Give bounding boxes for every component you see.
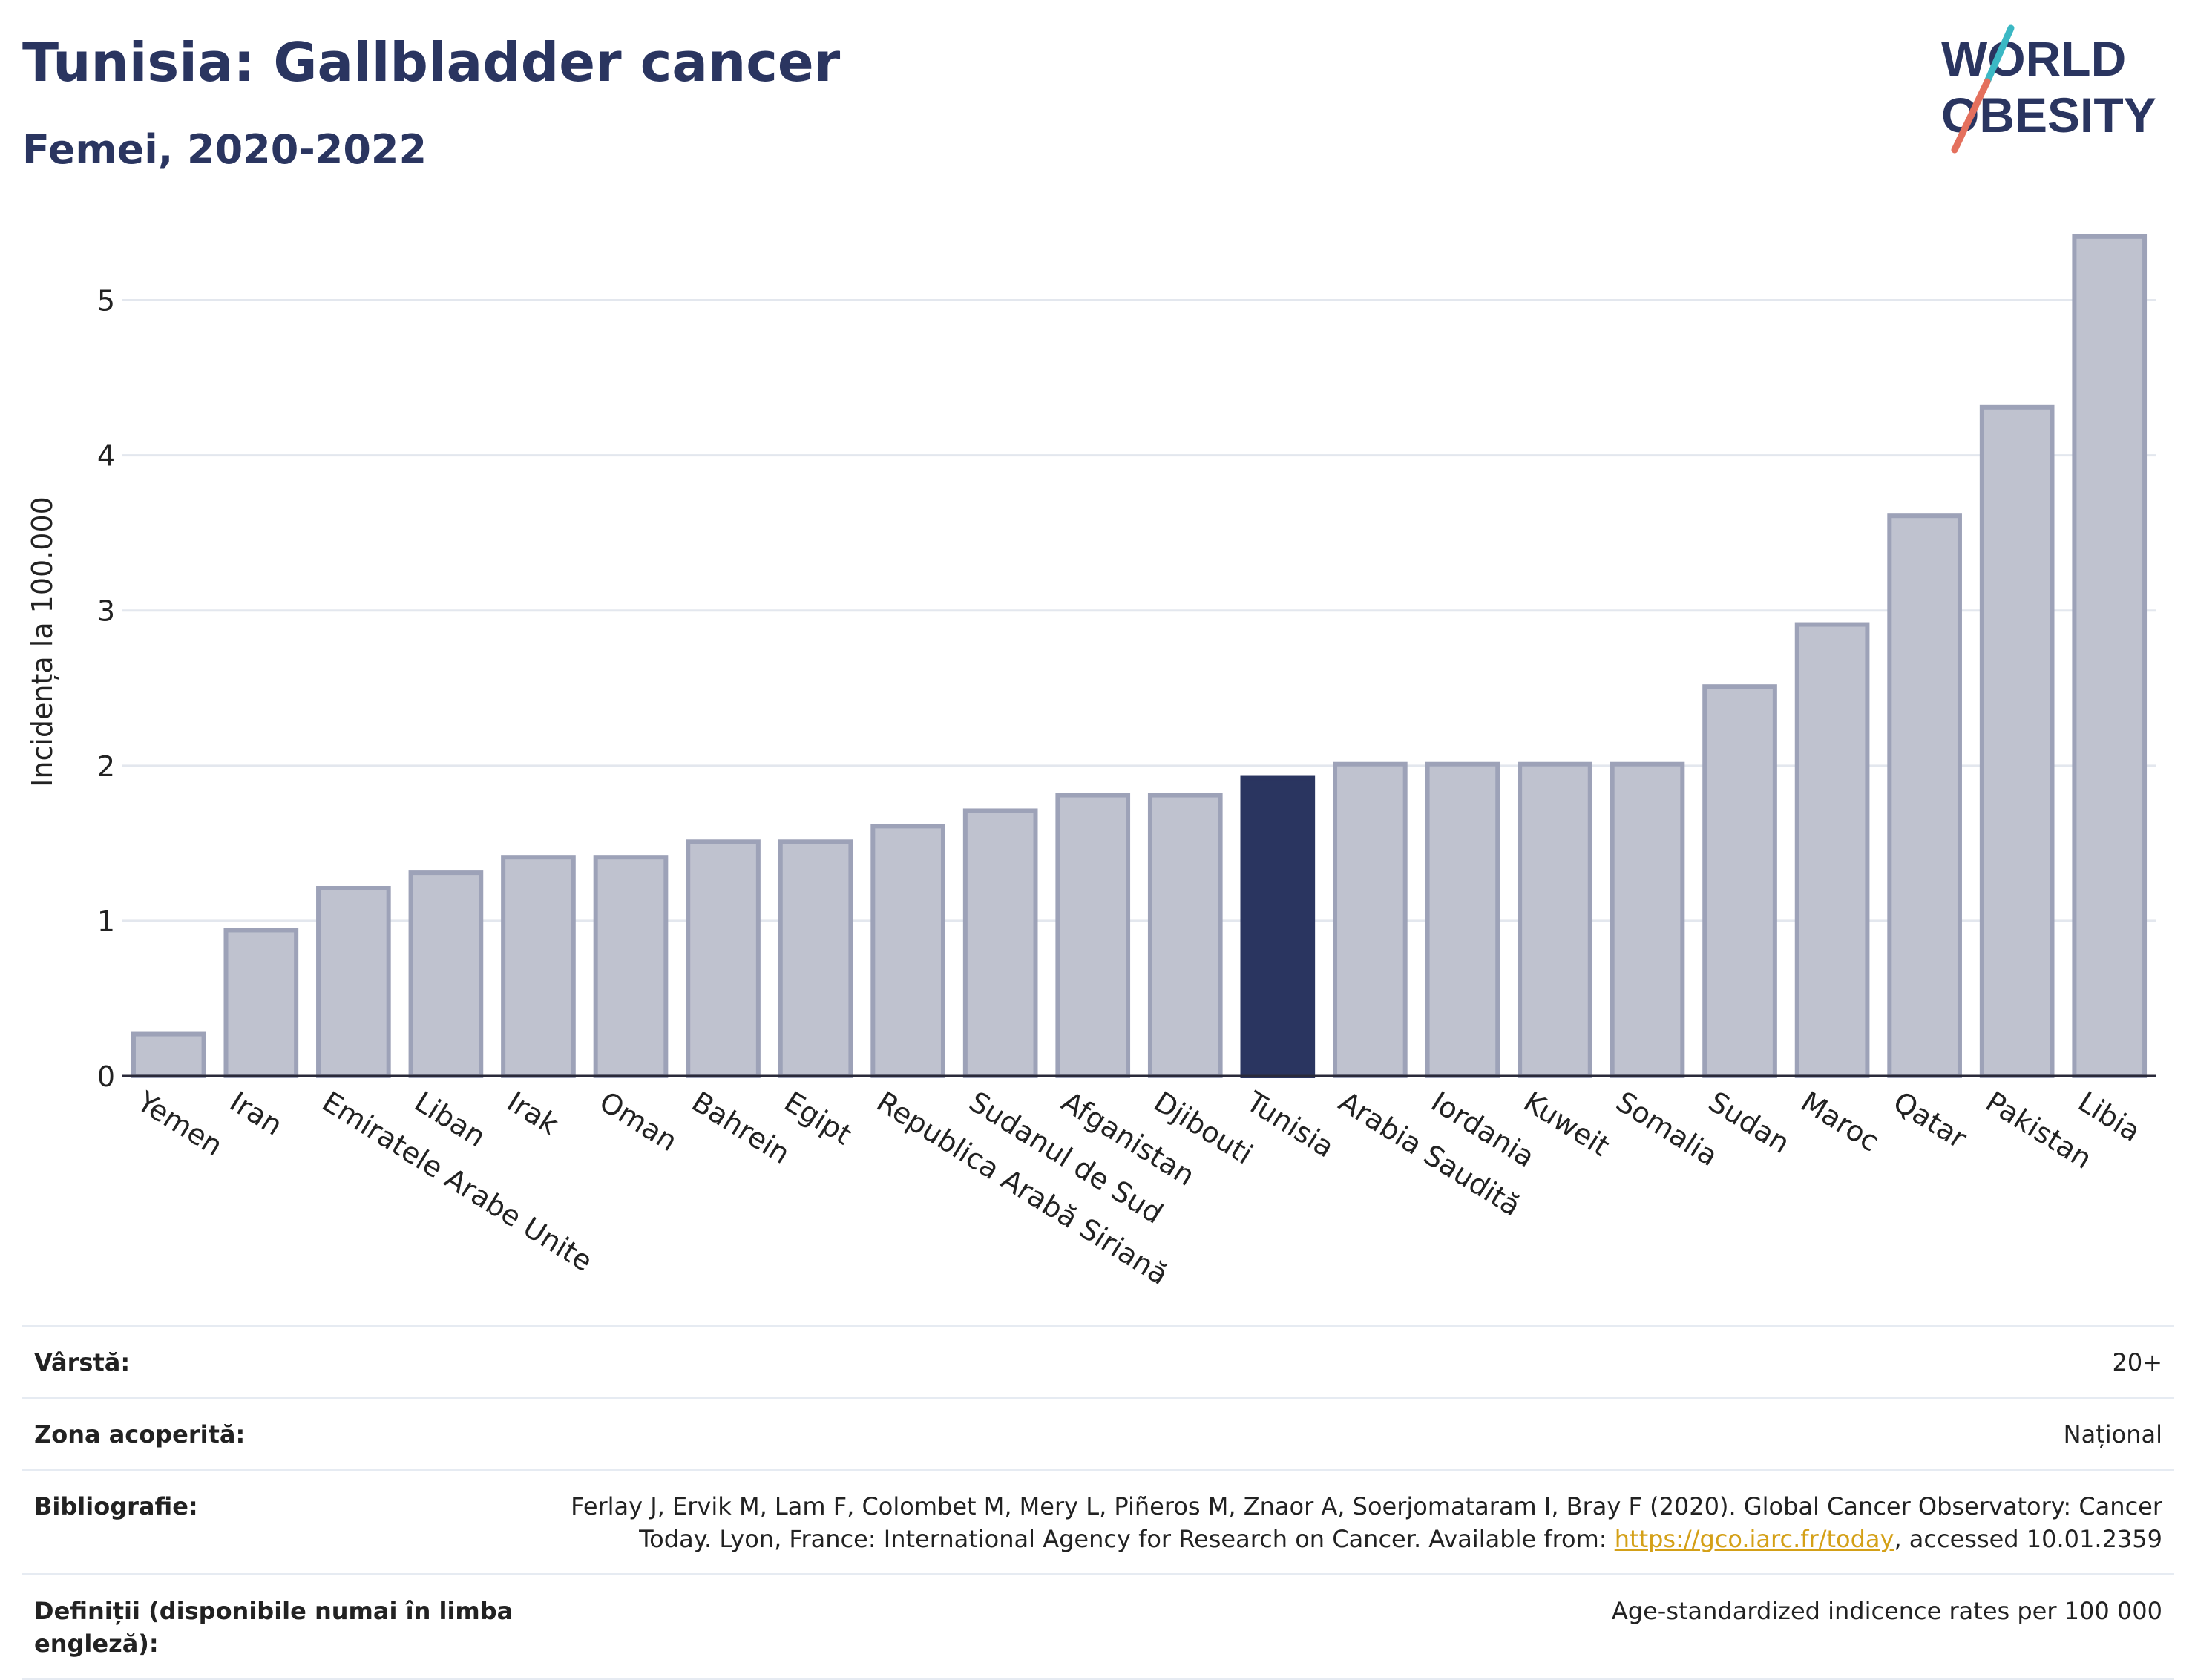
bar-qatar: [1887, 513, 1962, 1078]
bar-iordania: [1425, 761, 1500, 1079]
bar-tunisia: [1240, 775, 1316, 1079]
bar-oman: [593, 855, 669, 1078]
bar-djibouti: [1147, 793, 1223, 1079]
world-obesity-logo: WORLD OBESITY: [1941, 24, 2156, 154]
y-tick-label: 1: [97, 905, 115, 938]
y-tick-label: 5: [97, 285, 115, 318]
page-subtitle: Femei, 2020-2022: [22, 126, 427, 173]
x-tick-label: Maroc: [1795, 1085, 1885, 1158]
bar-iran: [223, 928, 299, 1078]
bar-layer: [131, 234, 2148, 1079]
bibliography-accessed: , accessed 10.01.2359: [1894, 1525, 2162, 1553]
meta-value: Ferlay J, Ervik M, Lam F, Colombet M, Me…: [567, 1490, 2162, 1555]
bar-pakistan: [1979, 404, 2055, 1078]
bar-republica-arabă-siriană: [870, 824, 945, 1078]
bar-emiratele-arabe-unite: [316, 886, 391, 1078]
page-title: Tunisia: Gallbladder cancer: [22, 31, 841, 93]
bar-bahrein: [686, 839, 761, 1078]
x-tick-label: Bahrein: [686, 1085, 795, 1170]
bar-yemen: [131, 1031, 206, 1078]
bar-somalia: [1610, 761, 1685, 1079]
x-tick-label: Yemen: [131, 1085, 229, 1163]
meta-label: Zona acoperită:: [34, 1420, 246, 1448]
bibliography-text: Ferlay J, Ervik M, Lam F, Colombet M, Me…: [571, 1492, 2162, 1553]
meta-value: Național: [2063, 1420, 2162, 1448]
x-tick-label: Tunisia: [1240, 1085, 1339, 1164]
x-tick-label: Pakistan: [1980, 1085, 2097, 1175]
x-tick-label: Oman: [594, 1085, 683, 1158]
x-tick-label: Irak: [502, 1085, 564, 1141]
source-link[interactable]: https://gco.iarc.fr/today: [1614, 1525, 1894, 1553]
bar-kuweit: [1518, 761, 1592, 1079]
meta-row-age: Vârstă: 20+: [22, 1325, 2174, 1397]
y-tick-label: 0: [97, 1060, 115, 1093]
x-tick-label: Iran: [224, 1085, 288, 1142]
bar-maroc: [1794, 622, 1870, 1078]
bar-irak: [501, 855, 576, 1078]
meta-value: Age-standardized indicence rates per 100…: [1611, 1597, 2162, 1625]
bar-libia: [2072, 234, 2148, 1078]
bar-sudan: [1702, 684, 1777, 1078]
logo-slash-top: [1984, 24, 2015, 85]
logo-line1: WORLD: [1941, 31, 2126, 86]
meta-value: 20+: [2112, 1348, 2162, 1377]
x-tick-label: Somalia: [1610, 1085, 1723, 1172]
logo-slash-bottom: [1951, 78, 1991, 154]
bar-afganistan: [1055, 793, 1131, 1079]
meta-label: Definiții (disponibile numai în limba en…: [34, 1597, 514, 1658]
y-axis-label: Incidența la 100.000: [26, 496, 59, 787]
y-tick-label: 3: [97, 595, 115, 628]
meta-row-bibliography: Bibliografie: Ferlay J, Ervik M, Lam F, …: [22, 1469, 2174, 1573]
bar-sudanul-de-sud: [962, 808, 1038, 1078]
bar-egipt: [778, 839, 853, 1078]
meta-row-definitions: Definiții (disponibile numai în limba en…: [22, 1573, 2174, 1680]
y-tick-label: 2: [97, 750, 115, 783]
bar-arabia-saudită: [1333, 761, 1408, 1079]
x-tick-label: Qatar: [1888, 1085, 1972, 1155]
y-tick-label: 4: [97, 440, 115, 473]
meta-row-coverage: Zona acoperită: Național: [22, 1397, 2174, 1469]
bar-liban: [408, 870, 484, 1078]
axis-layer: 0 1 2 3 4 5: [97, 285, 2156, 1093]
meta-label: Bibliografie:: [34, 1492, 198, 1520]
metadata-table: Vârstă: 20+ Zona acoperită: Național Bib…: [22, 1325, 2174, 1680]
meta-label: Vârstă:: [34, 1348, 131, 1377]
